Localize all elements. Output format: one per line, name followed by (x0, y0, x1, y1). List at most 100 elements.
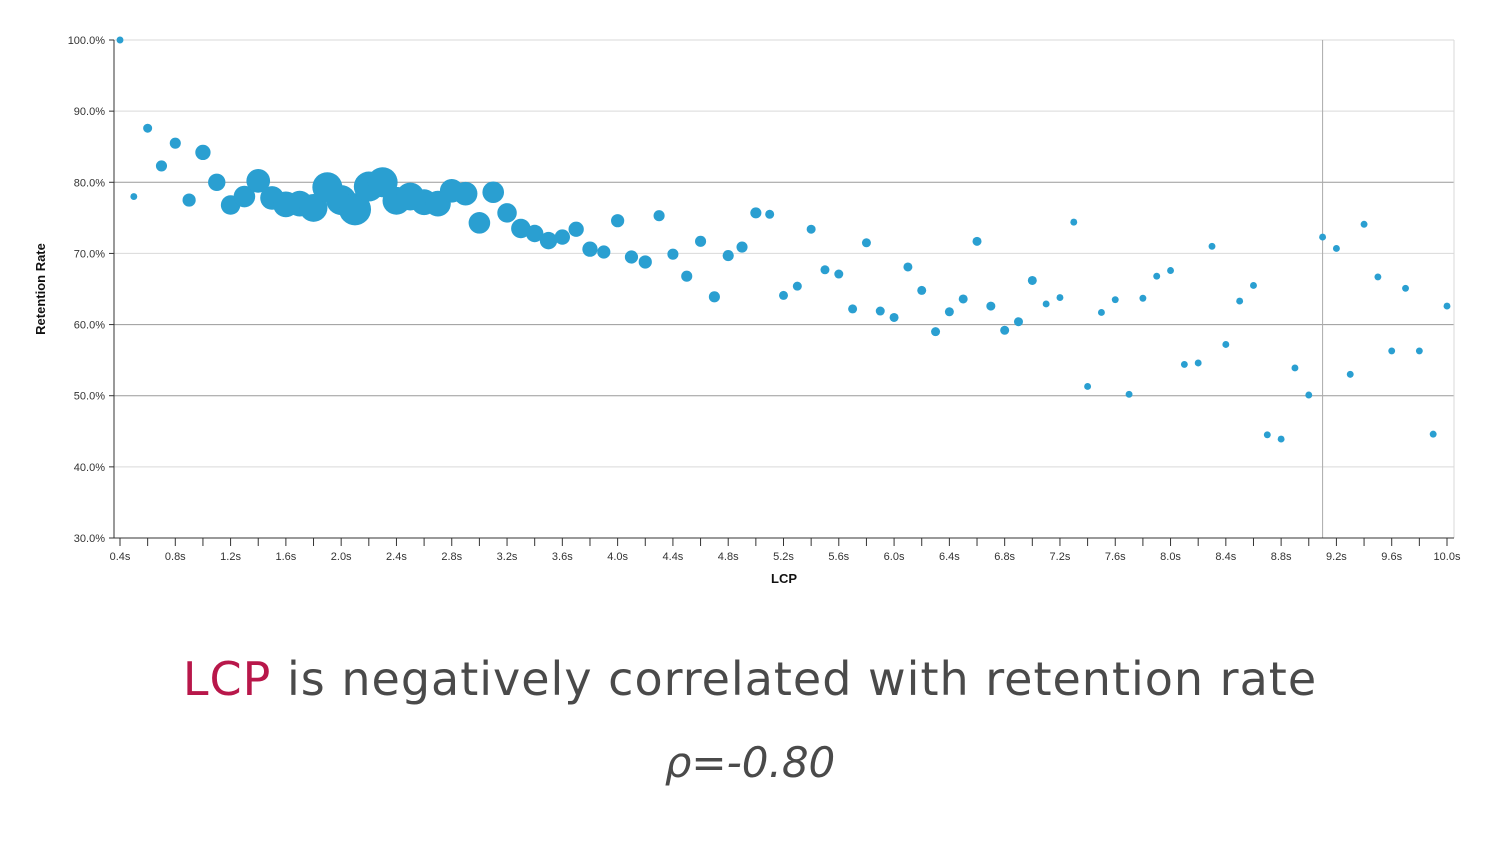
data-point (182, 193, 196, 207)
data-point (722, 250, 734, 262)
data-point (1056, 294, 1064, 301)
data-point (525, 224, 544, 243)
x-tick-label: 4.4s (663, 551, 684, 563)
data-point (1153, 272, 1161, 280)
x-tick-label: 5.2s (773, 551, 794, 563)
x-tick-label: 7.2s (1050, 551, 1071, 563)
scatter-chart: 30.0% 40.0% 50.0% 60.0% 70.0% 80.0% 90.0% 100.0… (33, 35, 1461, 586)
data-point (143, 123, 153, 133)
data-point (1415, 347, 1423, 355)
data-point (1139, 294, 1147, 302)
data-point (1125, 390, 1133, 398)
data-point (695, 235, 707, 247)
data-point (806, 224, 816, 234)
correlation-coefficient: ρ=-0.80 (664, 738, 836, 787)
data-point (779, 290, 788, 300)
data-point (917, 285, 927, 295)
data-point (497, 203, 517, 223)
data-point (834, 269, 844, 279)
x-tick-label: 2.8s (441, 551, 462, 563)
data-point (299, 193, 328, 222)
data-point (1429, 430, 1437, 438)
data-point (667, 248, 679, 260)
data-point (1097, 309, 1105, 316)
data-point (482, 181, 505, 204)
data-point (233, 185, 256, 208)
y-tick-label: 30.0% (74, 533, 105, 545)
data-point (944, 307, 954, 317)
x-tick-label: 6.0s (884, 551, 905, 563)
x-tick-label: 0.4s (110, 551, 131, 563)
y-tick-label: 70.0% (74, 248, 105, 260)
data-point (468, 212, 491, 234)
x-tick-label: 1.2s (220, 551, 241, 563)
data-point (195, 144, 211, 161)
data-point (1250, 281, 1257, 289)
data-points (116, 36, 1451, 443)
data-point (1208, 242, 1216, 250)
gridlines (114, 39, 1455, 539)
y-tick-label: 60.0% (74, 320, 105, 332)
data-point (582, 241, 598, 257)
x-tick-label: 5.6s (828, 551, 849, 563)
data-point (1360, 220, 1368, 228)
data-point (208, 173, 226, 191)
data-point (1070, 218, 1078, 226)
data-point (1194, 359, 1202, 367)
data-point (1027, 275, 1037, 285)
data-point (986, 301, 996, 311)
data-point (130, 193, 138, 200)
data-point (453, 181, 478, 206)
data-point (1277, 435, 1285, 443)
data-point (1167, 267, 1174, 274)
data-point (1180, 360, 1188, 368)
headline: LCP is negatively correlated with retent… (0, 652, 1500, 706)
data-point (624, 250, 639, 264)
headline-text: is negatively correlated with retention … (271, 652, 1318, 706)
x-tick-label: 0.8s (165, 551, 186, 563)
data-point (1236, 297, 1244, 305)
data-point (820, 265, 830, 275)
data-point (1332, 244, 1340, 252)
data-point (1388, 347, 1396, 355)
data-point (1346, 370, 1354, 378)
y-tick-label: 40.0% (74, 462, 105, 474)
data-point (1443, 302, 1451, 310)
data-point (116, 36, 124, 44)
data-point (861, 238, 871, 248)
x-tick-label: 8.4s (1215, 551, 1236, 563)
x-tick-label: 1.6s (275, 551, 296, 563)
x-tick-label: 6.4s (939, 551, 960, 563)
x-tick-label: 2.0s (331, 551, 352, 563)
data-point (511, 218, 531, 239)
data-point (1263, 431, 1271, 439)
data-point (1222, 341, 1230, 348)
x-tick-label: 9.6s (1381, 551, 1402, 563)
data-point (708, 291, 720, 303)
axes: 30.0% 40.0% 50.0% 60.0% 70.0% 80.0% 90.0% 100.0… (68, 35, 1461, 563)
data-point (1042, 300, 1050, 308)
x-tick-label: 4.8s (718, 551, 739, 563)
x-tick-label: 10.0s (1434, 551, 1461, 563)
data-point (1402, 284, 1409, 292)
data-point (246, 169, 271, 193)
data-point (169, 137, 181, 149)
x-tick-label: 7.6s (1105, 551, 1126, 563)
data-point (155, 160, 168, 172)
data-point (1111, 296, 1119, 304)
data-point (931, 327, 941, 337)
data-point (1000, 325, 1010, 335)
data-point (597, 245, 611, 259)
x-tick-label: 3.2s (497, 551, 518, 563)
x-tick-label: 2.4s (386, 551, 407, 563)
data-point (1291, 364, 1299, 372)
x-axis-title: LCP (771, 571, 797, 586)
data-point (681, 270, 693, 282)
x-tick-label: 3.6s (552, 551, 573, 563)
data-point (1374, 273, 1382, 281)
data-point (539, 231, 558, 250)
x-tick-label: 4.0s (607, 551, 628, 563)
data-point (972, 236, 982, 246)
y-tick-label: 100.0% (68, 35, 106, 47)
data-point (792, 281, 802, 291)
